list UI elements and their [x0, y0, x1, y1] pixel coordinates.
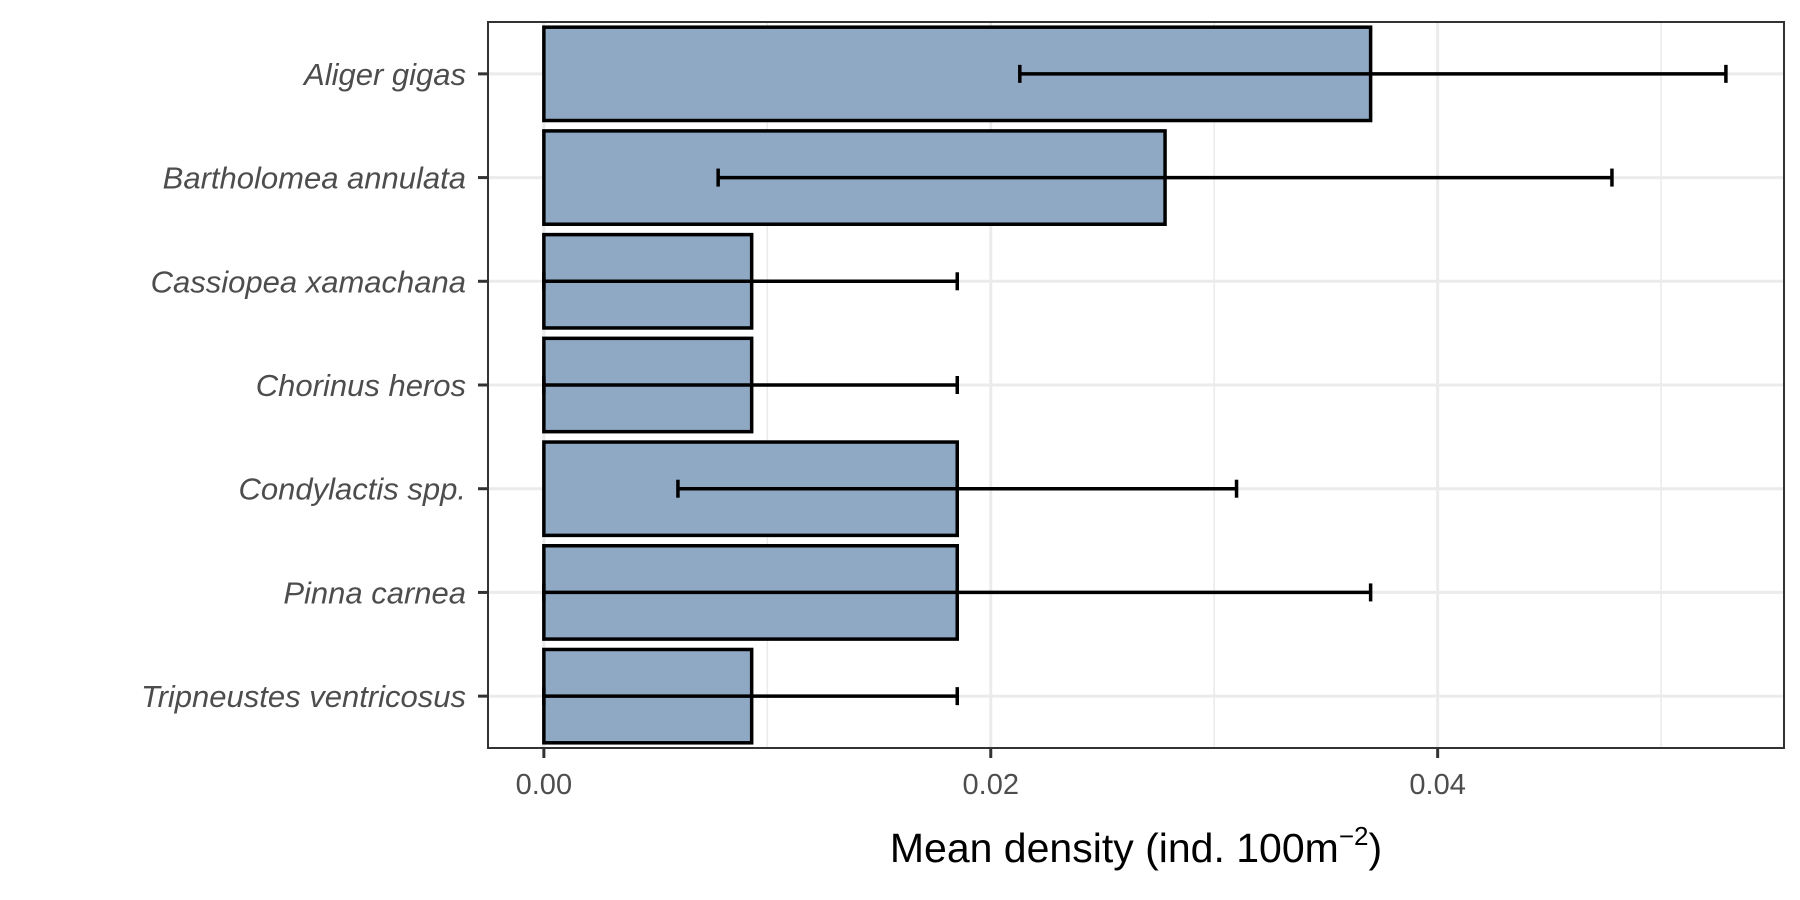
- error-bar: [676, 479, 1239, 498]
- y-axis: Aliger gigas Bartholomea annulata Cassiope…: [141, 57, 488, 714]
- error-bar: [542, 583, 1373, 602]
- error-bar: [716, 168, 1614, 187]
- x-axis-title-main: Mean density (ind. 100m: [890, 825, 1339, 871]
- x-tick-label: 0.02: [963, 769, 1019, 801]
- y-tick-label: Pinna carnea: [283, 575, 466, 610]
- error-bar: [1018, 64, 1728, 83]
- error-bars: [542, 64, 1728, 706]
- x-axis-title-superscript: −2: [1339, 821, 1369, 851]
- error-bar: [542, 687, 959, 706]
- bars: [542, 25, 1373, 745]
- x-axis-title: Mean density (ind. 100m−2): [890, 821, 1382, 871]
- y-tick-label: Chorinus heros: [256, 368, 466, 403]
- x-tick-label: 0.04: [1409, 769, 1465, 801]
- y-tick-label: Aliger gigas: [302, 57, 466, 92]
- y-tick-label: Cassiopea xamachana: [151, 264, 466, 299]
- x-axis-title-end: ): [1368, 825, 1382, 871]
- y-tick-label: Bartholomea annulata: [163, 161, 466, 196]
- y-tick-label: Tripneustes ventricosus: [141, 679, 466, 714]
- error-bar: [542, 376, 959, 394]
- error-bar: [542, 272, 959, 291]
- x-axis: 0.00 0.02 0.04: [516, 748, 1466, 801]
- y-tick-label: Condylactis spp.: [239, 472, 466, 507]
- x-tick-label: 0.00: [516, 769, 572, 801]
